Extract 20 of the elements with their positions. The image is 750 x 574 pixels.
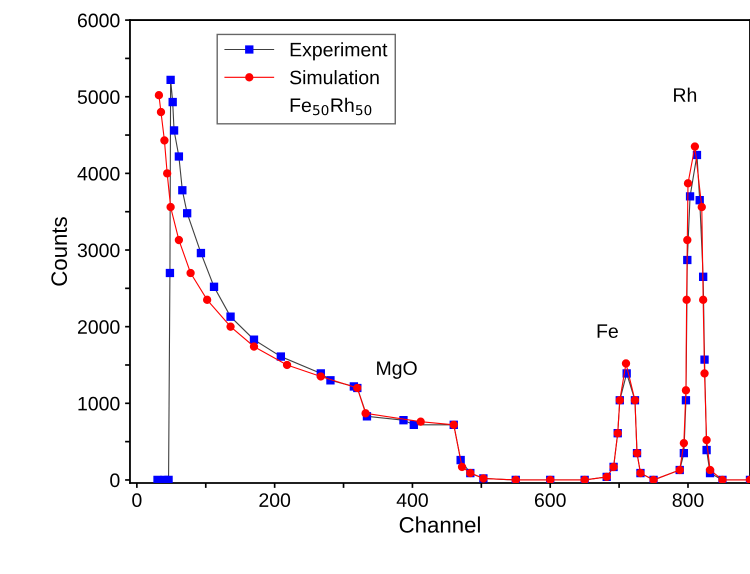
y-tick-label: 0 xyxy=(110,473,120,488)
x-tick-label: 600 xyxy=(534,493,566,508)
y-tick-label: 3000 xyxy=(78,243,120,258)
annotation: Rh xyxy=(674,88,696,102)
y-tick-label: 2000 xyxy=(78,320,120,334)
y-tick-label: 1000 xyxy=(78,396,120,411)
annotation: Fe xyxy=(598,324,618,338)
y-tick-label: 6000 xyxy=(78,14,120,28)
legend-label: Experiment xyxy=(290,42,388,60)
legend-label: Simulation xyxy=(290,70,379,84)
y-tick-label: 5000 xyxy=(78,90,120,104)
y-axis-title: Counts xyxy=(51,217,68,286)
x-tick-label: 0 xyxy=(132,493,142,508)
x-tick-label: 800 xyxy=(672,493,704,508)
x-tick-label: 400 xyxy=(396,493,428,508)
x-tick-label: 200 xyxy=(259,493,290,508)
y-tick-label: 4000 xyxy=(77,166,120,181)
annotation: Fe$_{50}$Rh$_{50}$ xyxy=(290,98,372,116)
x-axis-title: Channel xyxy=(400,516,480,533)
annotation: MgO xyxy=(377,361,417,379)
